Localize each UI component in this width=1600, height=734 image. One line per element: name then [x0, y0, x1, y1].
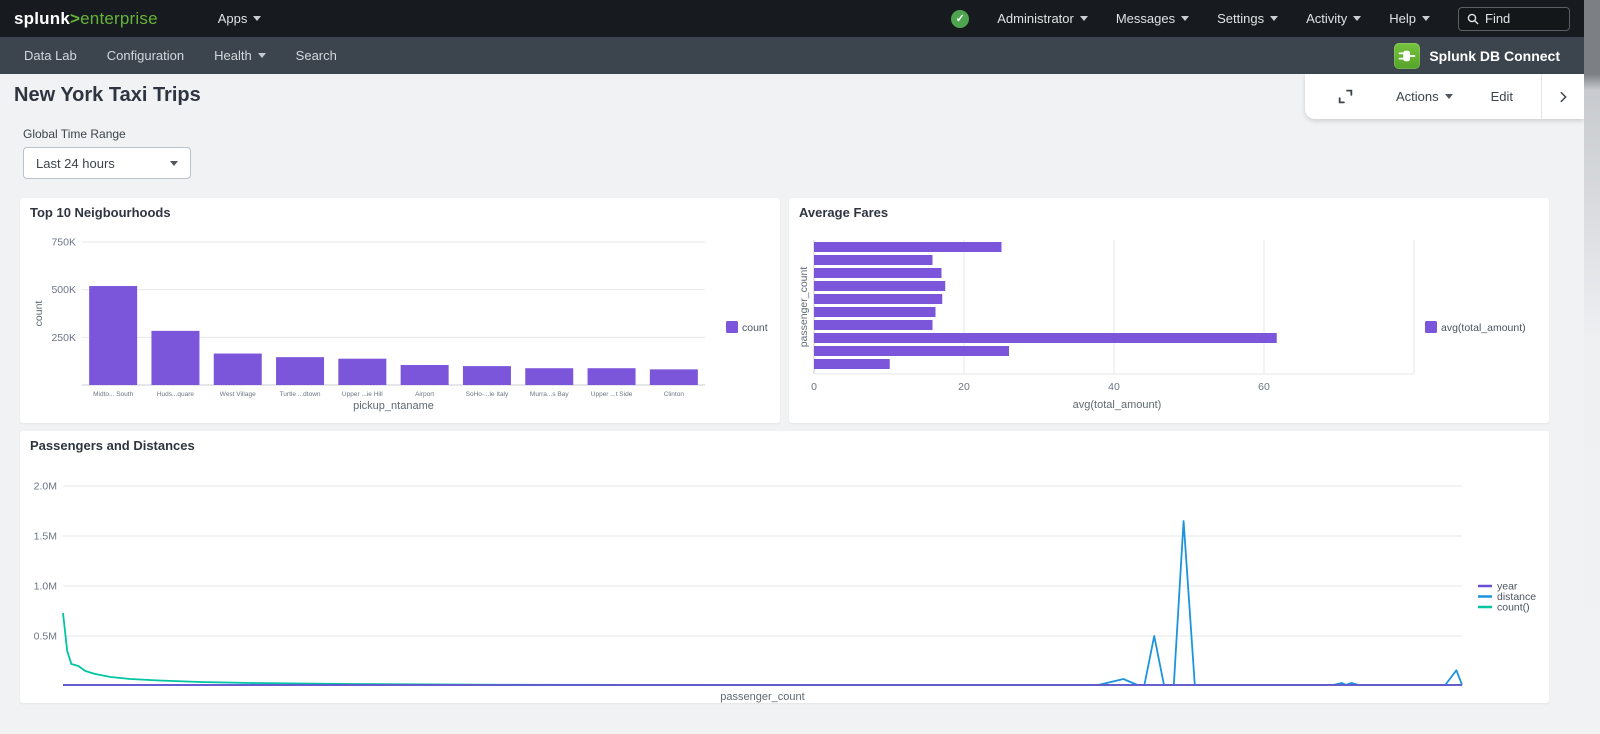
svg-text:20: 20	[958, 381, 970, 393]
window-edge-gutter	[1584, 0, 1600, 734]
svg-text:avg(total_amount): avg(total_amount)	[1441, 322, 1526, 334]
svg-text:West Village: West Village	[220, 391, 256, 398]
edit-button[interactable]: Edit	[1490, 89, 1514, 104]
chevron-down-icon	[1422, 16, 1430, 21]
chevron-down-icon	[1079, 16, 1088, 21]
logo-gt: >	[70, 8, 81, 28]
search-icon	[1467, 13, 1479, 24]
chevron-down-icon	[170, 160, 178, 166]
svg-text:2.0M: 2.0M	[34, 481, 57, 493]
chevron-down-icon	[1181, 16, 1190, 21]
svg-text:SoHo-...le Italy: SoHo-...le Italy	[466, 391, 509, 398]
svg-text:passenger_count: passenger_count	[798, 267, 810, 348]
svg-text:passenger_count: passenger_count	[720, 691, 804, 703]
fullscreen-icon[interactable]	[1337, 88, 1354, 105]
panel-top10-neighbourhoods: Top 10 Neigbourhoods 750K 500K 250K Midto..…	[20, 198, 780, 423]
apps-menu[interactable]: Apps	[218, 11, 262, 26]
app-navbar: Data Lab Configuration Health Search Spl…	[0, 37, 1584, 74]
svg-text:0.5M: 0.5M	[34, 631, 57, 643]
chart-title: Passengers and Distances	[30, 438, 195, 453]
tab-health[interactable]: Health	[214, 48, 266, 63]
top10-neighbourhoods-bar-chart[interactable]: 750K 500K 250K Midto... South Huds...quare We…	[30, 222, 770, 414]
svg-text:pickup_ntaname: pickup_ntaname	[353, 400, 434, 412]
svg-text:Midto... South: Midto... South	[93, 391, 133, 398]
messages-menu[interactable]: Messages	[1116, 11, 1190, 26]
chevron-down-icon	[253, 16, 262, 21]
find-search-box[interactable]	[1458, 6, 1570, 31]
panel-average-fares: Average Fares 0 20 40 60 avg(total_amount) pa…	[789, 198, 1549, 423]
time-range-label: Global Time Range	[23, 127, 126, 141]
search-input[interactable]	[1485, 11, 1555, 26]
svg-text:0: 0	[811, 381, 817, 393]
passengers-distances-line-chart[interactable]: 2.0M 1.5M 1.0M 0.5M passenger_count yeardista…	[28, 455, 1543, 704]
health-status-icon[interactable]: ✓	[951, 9, 970, 28]
svg-text:Turtle ...dtown: Turtle ...dtown	[280, 391, 321, 398]
chevron-down-icon	[1270, 16, 1279, 21]
expand-panel-chevron[interactable]	[1542, 90, 1584, 104]
dashboard-toolbar: Actions Edit	[1305, 74, 1584, 119]
db-connect-plug-icon[interactable]	[1394, 42, 1421, 69]
help-menu[interactable]: Help	[1389, 11, 1430, 26]
svg-text:500K: 500K	[51, 284, 76, 296]
svg-text:750K: 750K	[51, 237, 76, 249]
splunk-logo[interactable]: splunk>enterprise	[14, 9, 158, 29]
svg-text:1.0M: 1.0M	[34, 581, 57, 593]
actions-button[interactable]: Actions	[1396, 89, 1453, 104]
chevron-down-icon	[1353, 16, 1362, 21]
top-navbar: splunk>enterprise Apps ✓ Administrator M…	[0, 0, 1584, 37]
svg-text:Upper ...t Side: Upper ...t Side	[591, 391, 633, 398]
panel-passengers-distances: Passengers and Distances 2.0M 1.5M 1.0M 0.5…	[20, 431, 1549, 703]
chevron-right-icon	[1560, 91, 1567, 102]
administrator-menu[interactable]: Administrator	[997, 11, 1088, 26]
svg-text:avg(total_amount): avg(total_amount)	[1073, 399, 1162, 411]
svg-text:count(): count()	[1497, 602, 1530, 614]
svg-text:count: count	[742, 322, 768, 334]
toolbar-divider	[1541, 74, 1543, 119]
logo-enterprise: enterprise	[80, 8, 158, 28]
time-range-dropdown[interactable]: Last 24 hours	[23, 147, 191, 179]
svg-text:Huds...quare: Huds...quare	[157, 391, 195, 398]
svg-text:count: count	[33, 301, 45, 327]
svg-text:year: year	[1497, 581, 1518, 593]
svg-text:40: 40	[1108, 381, 1120, 393]
tab-search[interactable]: Search	[295, 48, 337, 63]
chevron-down-icon	[257, 53, 266, 58]
svg-text:Murra...s Bay: Murra...s Bay	[530, 391, 569, 398]
svg-text:Airport: Airport	[415, 391, 434, 398]
activity-menu[interactable]: Activity	[1306, 11, 1362, 26]
svg-text:1.5M: 1.5M	[34, 531, 57, 543]
page-title: New York Taxi Trips	[14, 84, 201, 106]
svg-text:60: 60	[1258, 381, 1270, 393]
tab-data-lab[interactable]: Data Lab	[24, 48, 77, 63]
svg-text:Clinton: Clinton	[664, 391, 685, 398]
svg-text:250K: 250K	[51, 332, 76, 344]
chart-title: Top 10 Neigbourhoods	[30, 205, 171, 220]
chart-title: Average Fares	[799, 205, 889, 220]
app-title: Splunk DB Connect	[1429, 47, 1560, 64]
logo-splunk: splunk	[14, 8, 70, 28]
svg-text:Upper ...ie Hill: Upper ...ie Hill	[342, 391, 383, 398]
time-range-value: Last 24 hours	[36, 155, 115, 171]
tab-configuration[interactable]: Configuration	[106, 48, 185, 63]
svg-text:distance: distance	[1497, 591, 1536, 603]
chevron-down-icon	[1444, 94, 1453, 99]
settings-menu[interactable]: Settings	[1217, 11, 1279, 26]
